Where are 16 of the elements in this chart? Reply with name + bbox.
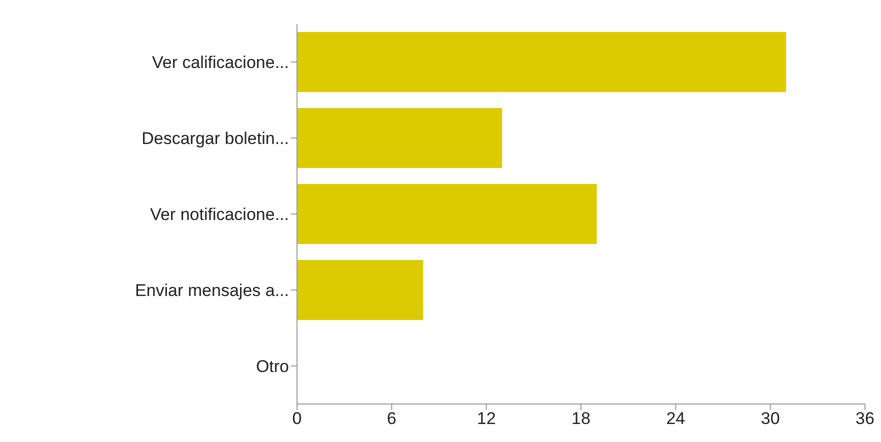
x-tick-label: 18 — [572, 409, 590, 428]
x-tick-label: 36 — [856, 409, 874, 428]
bar — [297, 260, 424, 320]
y-tick-label: Enviar mensajes a... — [134, 281, 289, 300]
x-tick-label: 12 — [476, 409, 496, 428]
y-tick-label: Ver calificacione... — [152, 53, 289, 72]
x-tick-label: 24 — [666, 409, 686, 428]
bar — [297, 108, 502, 168]
bar — [297, 32, 786, 92]
y-tick-label: Otro — [256, 357, 289, 376]
bar — [297, 184, 597, 244]
x-tick-label: 30 — [760, 409, 780, 428]
y-tick-label: Descargar boletin... — [142, 129, 289, 148]
x-tick-label: 6 — [386, 409, 396, 428]
y-tick-label: Ver notificacione... — [150, 205, 289, 224]
x-tick-label: 0 — [292, 409, 302, 428]
